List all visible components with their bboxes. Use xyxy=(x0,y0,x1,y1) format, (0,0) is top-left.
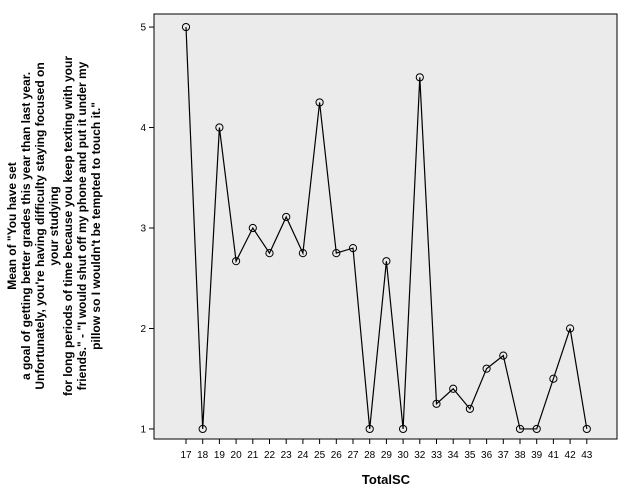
x-tick-label: 24 xyxy=(297,450,309,461)
data-point xyxy=(415,73,424,82)
x-tick-label: 42 xyxy=(565,450,577,461)
x-tick-label: 19 xyxy=(214,450,226,461)
x-tick-label: 35 xyxy=(464,450,476,461)
y-axis-title-line: Mean of "You have set xyxy=(5,162,19,290)
y-tick-label: 3 xyxy=(140,224,146,235)
x-axis-title: TotalSC xyxy=(362,472,411,487)
y-axis: 1 2 3 4 5 xyxy=(140,23,154,435)
x-tick-label: 33 xyxy=(431,450,443,461)
x-tick-label: 41 xyxy=(548,450,560,461)
x-tick-label: 22 xyxy=(264,450,276,461)
x-axis: 17 18 19 20 21 22 23 24 25 26 27 28 29 30 32 33 34 35 36 37… xyxy=(180,439,593,461)
data-point xyxy=(265,249,274,258)
data-point xyxy=(282,212,291,222)
x-tick-label: 36 xyxy=(481,450,493,461)
x-tick-label: 25 xyxy=(314,450,326,461)
x-tick-label: 38 xyxy=(514,450,526,461)
x-tick-label: 21 xyxy=(247,450,259,461)
data-point xyxy=(399,424,408,434)
y-axis-title-line: your studying xyxy=(47,186,61,265)
plot-area xyxy=(153,13,618,440)
x-tick-label: 37 xyxy=(498,450,510,461)
series-line xyxy=(185,27,588,430)
data-point xyxy=(566,324,575,333)
x-tick-label: 23 xyxy=(281,450,293,461)
data-point xyxy=(181,22,191,32)
data-point xyxy=(365,424,374,434)
data-point xyxy=(348,244,358,253)
x-tick-label: 26 xyxy=(331,450,343,461)
y-tick-label: 2 xyxy=(140,324,146,335)
data-point xyxy=(532,424,541,434)
y-tick-label: 1 xyxy=(140,424,146,435)
data-point xyxy=(432,399,441,408)
data-point xyxy=(332,249,341,258)
data-point xyxy=(198,424,207,434)
x-tick-label: 17 xyxy=(180,450,192,461)
data-point xyxy=(499,351,508,360)
data-point xyxy=(232,257,241,266)
data-point xyxy=(315,98,324,107)
y-axis-title: Mean of "You have set a goal of getting … xyxy=(5,56,103,396)
data-point xyxy=(248,223,257,233)
data-point xyxy=(449,384,458,393)
data-point xyxy=(515,424,525,434)
data-point xyxy=(298,249,307,258)
x-tick-label: 18 xyxy=(197,450,209,461)
y-axis-title-line: Unfortunately, you're having difficulty … xyxy=(33,62,47,389)
data-point xyxy=(382,257,391,266)
data-point xyxy=(582,424,591,434)
x-tick-label: 28 xyxy=(364,450,376,461)
x-tick-label: 39 xyxy=(531,450,543,461)
data-point xyxy=(215,123,224,132)
x-tick-label: 27 xyxy=(347,450,359,461)
x-tick-label: 34 xyxy=(448,450,460,461)
y-tick-label: 5 xyxy=(140,23,146,34)
data-point xyxy=(482,364,491,373)
data-point xyxy=(465,404,474,413)
x-tick-label: 43 xyxy=(581,450,593,461)
data-points xyxy=(181,22,591,434)
x-tick-label: 30 xyxy=(398,450,410,461)
y-axis-title-line: a goal of getting better grades this yea… xyxy=(19,72,33,380)
x-tick-label: 32 xyxy=(414,450,426,461)
y-axis-title-line: friends." - "I would shut off my phone a… xyxy=(75,61,89,390)
x-tick-label: 29 xyxy=(381,450,393,461)
y-axis-title-line: pillow so I wouldn't be tempted to touch… xyxy=(89,102,103,350)
data-point xyxy=(549,374,558,383)
y-axis-title-line: for long periods of time because you kee… xyxy=(61,56,75,396)
y-tick-label: 4 xyxy=(140,123,146,134)
x-tick-label: 20 xyxy=(231,450,243,461)
